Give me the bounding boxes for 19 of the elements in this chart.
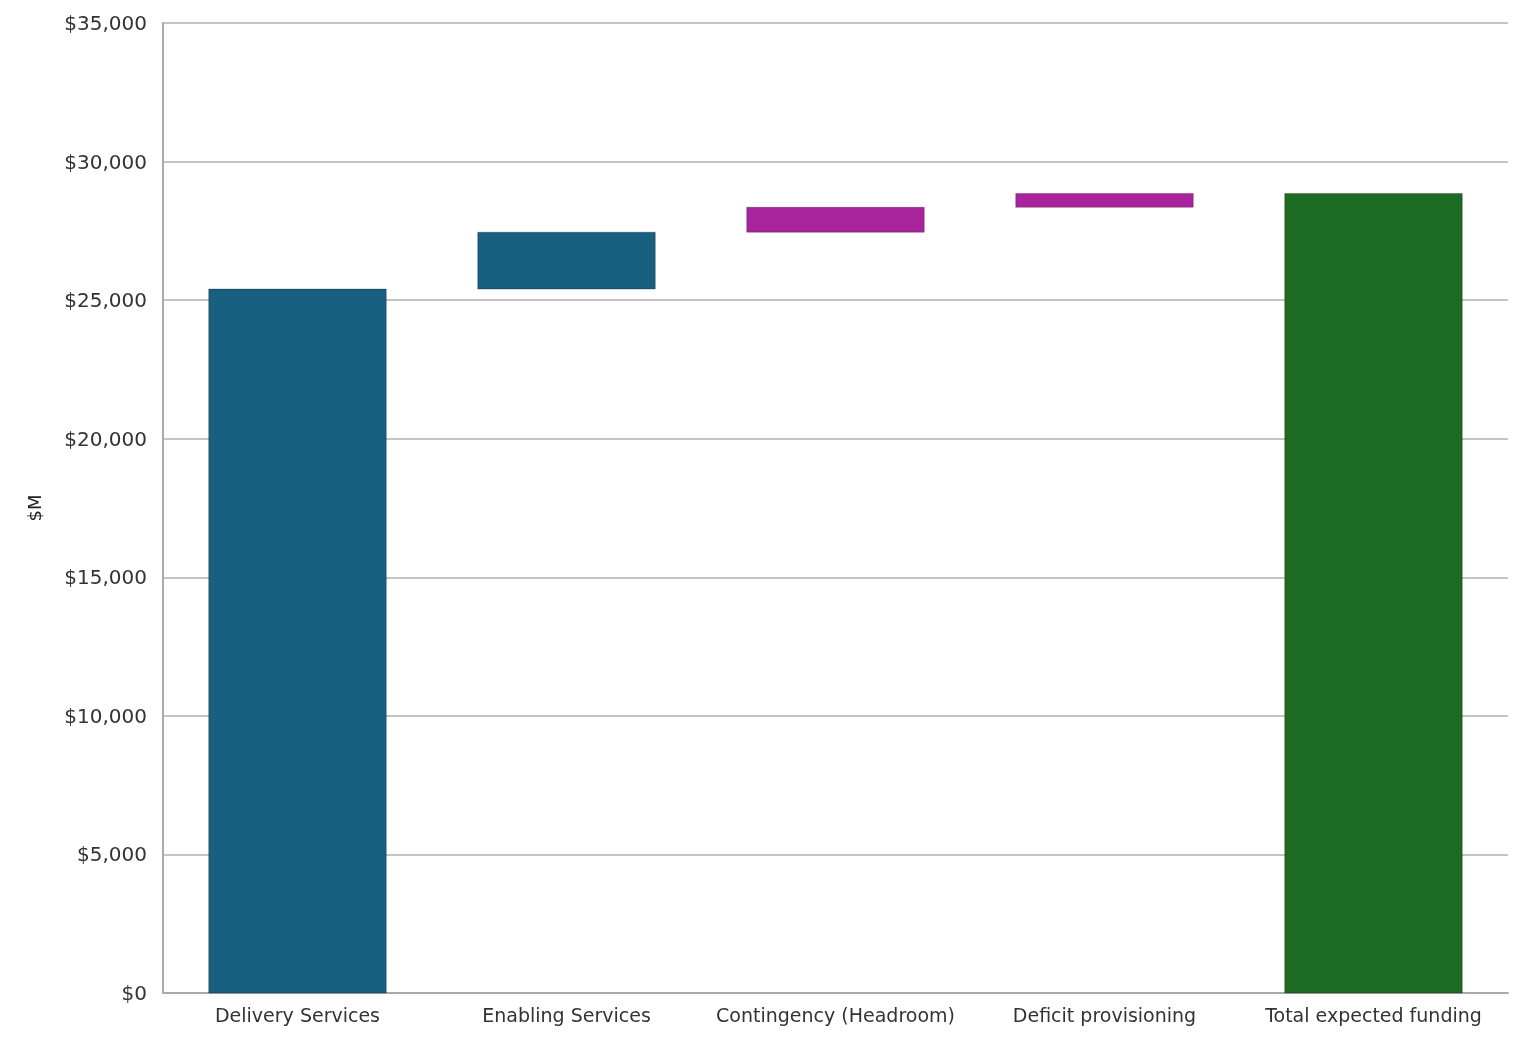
y-tick-label: $25,000 (64, 288, 147, 313)
y-tick-label: $0 (121, 981, 147, 1005)
bar (208, 288, 387, 994)
x-tick-label: Total expected funding (1264, 1003, 1482, 1026)
y-tick-label: $5,000 (77, 842, 147, 867)
y-tick-label: $30,000 (64, 149, 147, 174)
y-tick-label: $15,000 (64, 565, 147, 590)
x-tick-label: Contingency (Headroom) (716, 1003, 955, 1026)
bar (1015, 192, 1194, 208)
bar (746, 206, 925, 233)
bar (477, 231, 656, 290)
x-tick-label: Deficit provisioning (1012, 1003, 1197, 1026)
x-tick-label: Enabling Services (482, 1003, 651, 1026)
bar (1284, 192, 1463, 994)
y-tick-label: $35,000 (64, 11, 147, 35)
x-tick-label: Delivery Services (214, 1003, 381, 1026)
y-axis-title: $M (23, 494, 45, 522)
y-tick-label: $20,000 (64, 426, 147, 451)
y-tick-label: $10,000 (64, 703, 147, 728)
